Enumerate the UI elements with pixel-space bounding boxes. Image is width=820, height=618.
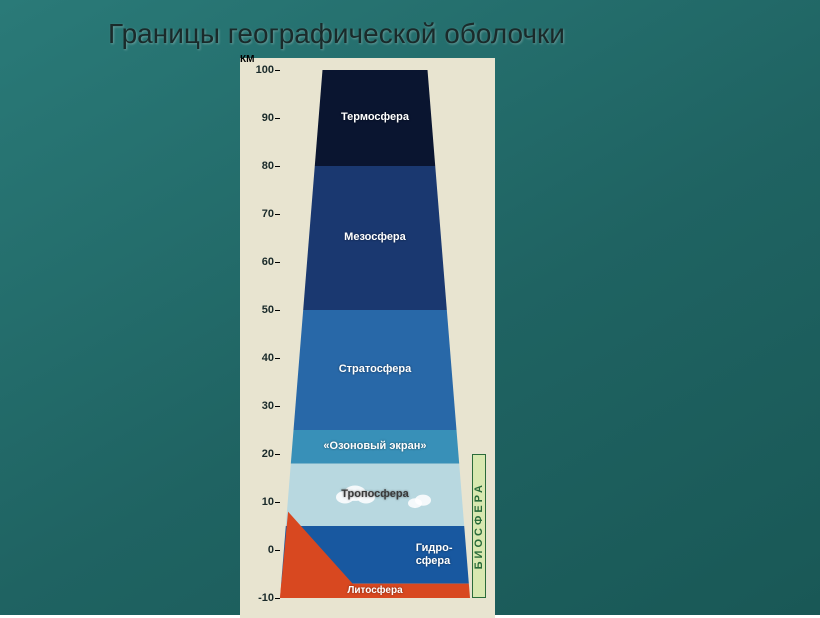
slide-background: Границы географической оболочки КМ 10090…	[0, 0, 820, 615]
layer-label-text: Термосфера	[341, 111, 409, 124]
biosphere-label: БИОСФЕРА	[473, 482, 485, 569]
slide-title: Границы географической оболочки	[0, 0, 820, 50]
scale-tick-label: 10	[262, 496, 274, 508]
scale-tick-label: 30	[262, 400, 274, 412]
layer-label-2: Стратосфера	[302, 310, 447, 430]
scale-tick-label: 70	[262, 208, 274, 220]
layer-label-5: Гидро-сфера	[287, 526, 462, 584]
scale-tick-label: 60	[262, 256, 274, 268]
biosphere-bar: БИОСФЕРА	[472, 454, 486, 598]
layer-label-text: «Озоновый экран»	[323, 440, 426, 453]
layer-label-0: Термосфера	[323, 70, 428, 166]
layer-label-6: Литосфера	[285, 584, 466, 598]
scale-tick-label: 100	[256, 64, 274, 76]
scale-tick-label: -10	[258, 592, 274, 604]
layer-label-text: Стратосфера	[339, 363, 412, 376]
layer-label-text: Мезосфера	[344, 231, 406, 244]
layer-label-text: Литосфера	[347, 585, 402, 597]
scale-tick-label: 0	[268, 544, 274, 556]
layer-label-text: Тропосфера	[341, 488, 409, 501]
layer-label-1: Мезосфера	[313, 166, 437, 310]
diagram: КМ 1009080706050403020100-10 ТермосфераМ…	[240, 58, 495, 618]
scale-tick-label: 20	[262, 448, 274, 460]
layer-stack: Термосфера Мезосфера Стратосфера «Озоновый …	[280, 58, 480, 618]
layer-label-text: Гидро-сфера	[416, 542, 453, 568]
scale-tick-label: 40	[262, 352, 274, 364]
layer-label-4: Тропосфера	[292, 464, 457, 526]
altitude-scale: 1009080706050403020100-10	[240, 58, 280, 618]
scale-tick-label: 80	[262, 160, 274, 172]
scale-tick-label: 90	[262, 112, 274, 124]
layer-label-3: «Озоновый экран»	[296, 430, 454, 464]
scale-tick-label: 50	[262, 304, 274, 316]
